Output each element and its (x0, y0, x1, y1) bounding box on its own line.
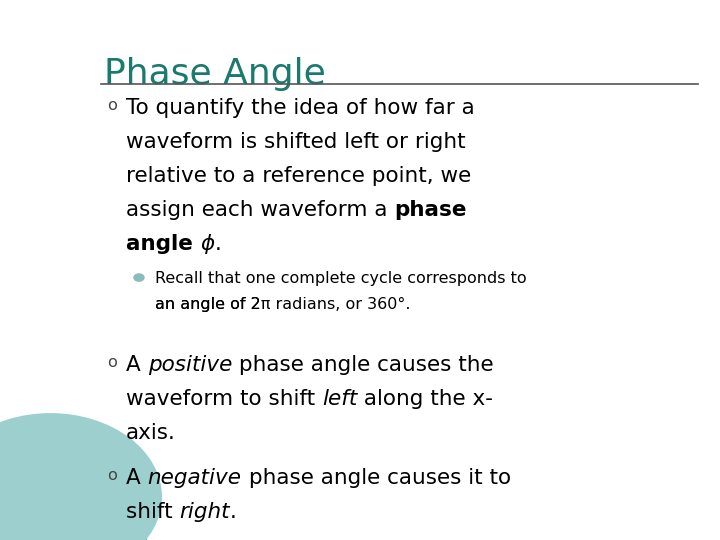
Text: Phase Angle: Phase Angle (104, 57, 326, 91)
Text: an angle of 2: an angle of 2 (155, 297, 261, 312)
Text: axis.: axis. (126, 423, 176, 443)
Text: left: left (322, 389, 357, 409)
Text: Recall that one complete cycle corresponds to: Recall that one complete cycle correspon… (155, 271, 526, 286)
Text: waveform is shifted left or right: waveform is shifted left or right (126, 132, 466, 152)
Text: angle: angle (126, 234, 200, 254)
Text: an angle of 2π radians, or 360°.: an angle of 2π radians, or 360°. (155, 297, 410, 312)
Text: o: o (107, 98, 117, 113)
Text: waveform to shift: waveform to shift (126, 389, 322, 409)
Text: relative to a reference point, we: relative to a reference point, we (126, 166, 472, 186)
Text: .: . (230, 502, 237, 522)
Text: A: A (126, 355, 148, 375)
Text: negative: negative (148, 468, 242, 488)
Text: o: o (107, 468, 117, 483)
Text: assign each waveform a: assign each waveform a (126, 200, 395, 220)
Text: along the x-: along the x- (357, 389, 493, 409)
Text: phase angle causes the: phase angle causes the (232, 355, 494, 375)
Text: To quantify the idea of how far a: To quantify the idea of how far a (126, 98, 474, 118)
Text: A: A (126, 468, 148, 488)
Text: phase angle causes it to: phase angle causes it to (242, 468, 510, 488)
Text: .: . (215, 234, 221, 254)
Text: phase: phase (395, 200, 467, 220)
Text: right: right (179, 502, 230, 522)
Text: ϕ: ϕ (200, 234, 215, 254)
Text: shift: shift (126, 502, 179, 522)
Text: o: o (107, 355, 117, 370)
Text: positive: positive (148, 355, 232, 375)
